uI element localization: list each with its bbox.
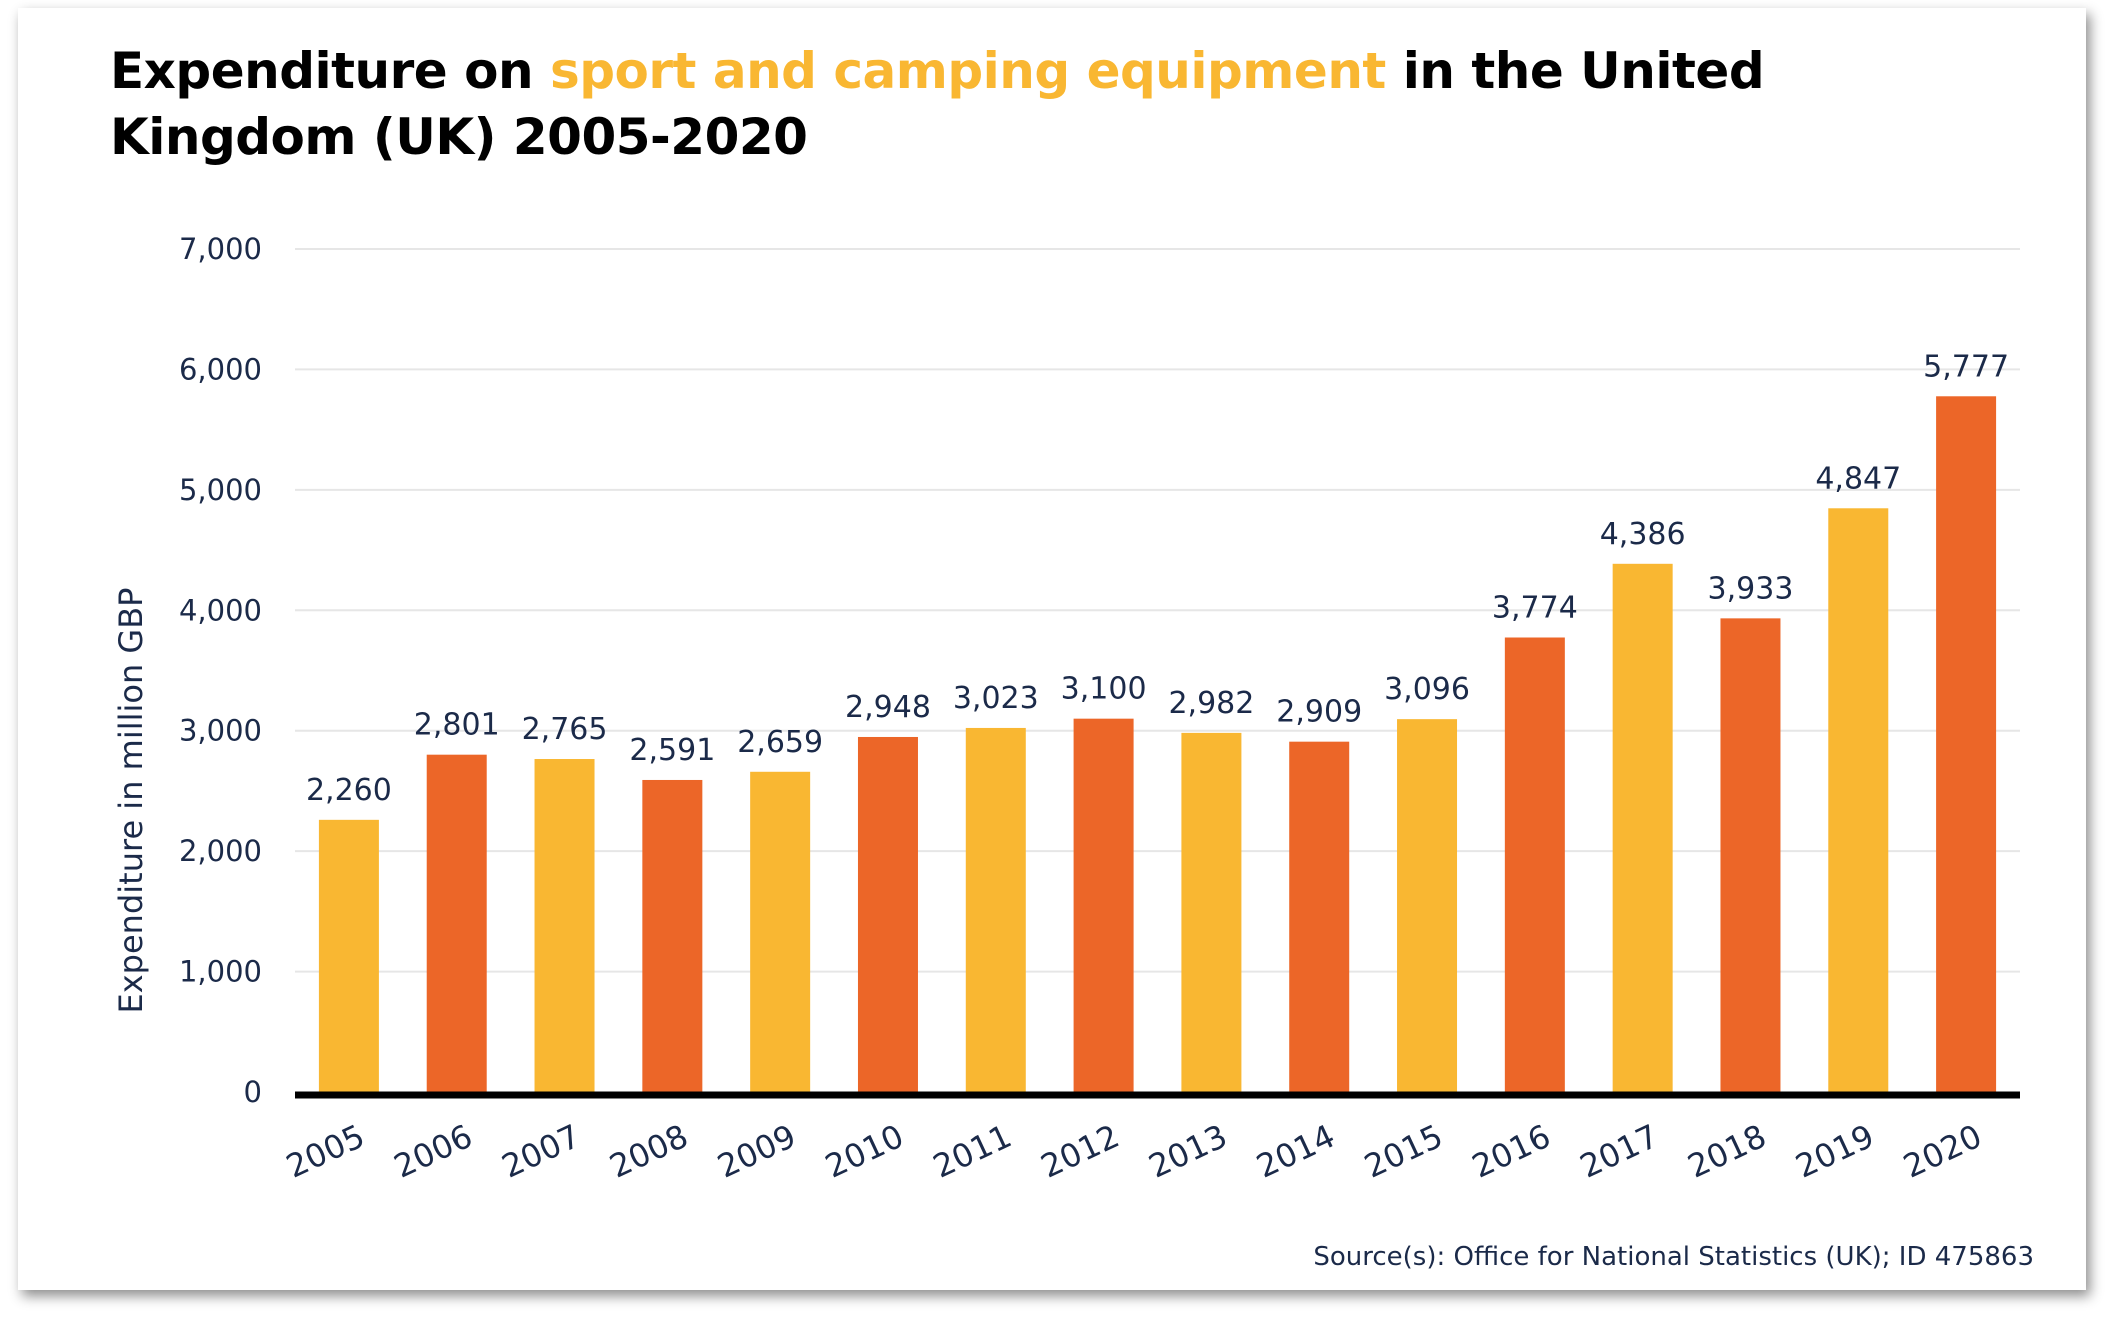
y-tick-label: 1,000 <box>179 955 262 989</box>
title-highlight: sport and camping equipment <box>549 42 1386 100</box>
value-label: 2,260 <box>306 773 392 808</box>
bar <box>1612 563 1673 1092</box>
bar <box>1181 732 1242 1092</box>
bar <box>426 754 487 1092</box>
x-tick-label: 2007 <box>496 1117 586 1186</box>
y-axis-label: Expenditure in million GBP <box>112 588 150 1014</box>
x-tick-label: 2017 <box>1574 1117 1664 1186</box>
x-tick-label: 2010 <box>819 1117 909 1186</box>
y-tick-label: 3,000 <box>179 714 262 748</box>
x-tick-label: 2015 <box>1359 1117 1449 1186</box>
title-prefix: Expenditure on <box>110 42 550 100</box>
value-label: 2,765 <box>522 712 608 747</box>
value-label: 2,801 <box>414 708 500 743</box>
chart-title: Expenditure on sport and camping equipme… <box>110 38 1810 170</box>
x-axis-ticks: 2005 2006 2007 2008 2009 2010 2011 2012 2013 2014… <box>280 1117 1987 1186</box>
x-tick-label: 2009 <box>712 1117 802 1186</box>
bar <box>1289 741 1350 1092</box>
x-tick-label: 2008 <box>604 1117 694 1186</box>
bar <box>1720 618 1781 1092</box>
x-tick-label: 2016 <box>1466 1117 1556 1186</box>
value-labels: 2,260 2,801 2,765 2,591 2,659 2,948 3,023 3,100… <box>306 349 2009 808</box>
bar <box>750 771 811 1092</box>
bars <box>318 396 1997 1092</box>
bar <box>1073 718 1134 1092</box>
bar <box>965 727 1026 1092</box>
bar <box>318 819 379 1092</box>
bar <box>857 736 918 1092</box>
value-label: 2,948 <box>845 690 931 725</box>
x-tick-label: 2005 <box>280 1117 370 1186</box>
y-tick-label: 6,000 <box>179 352 262 386</box>
value-label: 2,659 <box>737 725 823 760</box>
y-tick-label: 0 <box>244 1075 262 1109</box>
value-label: 3,774 <box>1492 591 1578 626</box>
y-tick-label: 7,000 <box>179 232 262 266</box>
bar <box>1504 637 1565 1092</box>
value-label: 3,933 <box>1708 571 1794 606</box>
value-label: 4,847 <box>1815 461 1901 496</box>
bar <box>1828 508 1889 1092</box>
title-suffix: in the United Kingdom (UK) 2005-2020 <box>110 42 1765 166</box>
value-label: 5,777 <box>1923 349 2009 384</box>
x-tick-label: 2014 <box>1251 1117 1341 1186</box>
y-axis-ticks: 0 1,000 2,000 3,000 4,000 5,000 6,000 7,000 <box>179 232 262 1109</box>
value-label: 2,982 <box>1168 686 1254 721</box>
value-label: 3,100 <box>1061 672 1147 707</box>
x-tick-label: 2018 <box>1682 1117 1772 1186</box>
value-label: 2,909 <box>1276 695 1362 730</box>
x-tick-label: 2019 <box>1790 1117 1880 1186</box>
value-label: 4,386 <box>1600 517 1686 552</box>
bar <box>1936 396 1997 1092</box>
value-label: 3,096 <box>1384 672 1470 707</box>
value-label: 3,023 <box>953 681 1039 716</box>
bar <box>642 779 703 1092</box>
y-tick-label: 5,000 <box>179 473 262 507</box>
x-tick-label: 2011 <box>927 1117 1017 1186</box>
x-tick-label: 2012 <box>1035 1117 1125 1186</box>
y-tick-label: 2,000 <box>179 834 262 868</box>
x-tick-label: 2020 <box>1898 1117 1988 1186</box>
bar <box>534 759 595 1092</box>
bar <box>1397 719 1458 1092</box>
value-label: 2,591 <box>629 733 715 768</box>
source-note: Source(s): Office for National Statistic… <box>1313 1242 2034 1272</box>
x-tick-label: 2006 <box>388 1117 478 1186</box>
y-tick-label: 4,000 <box>179 593 262 627</box>
x-tick-label: 2013 <box>1143 1117 1233 1186</box>
